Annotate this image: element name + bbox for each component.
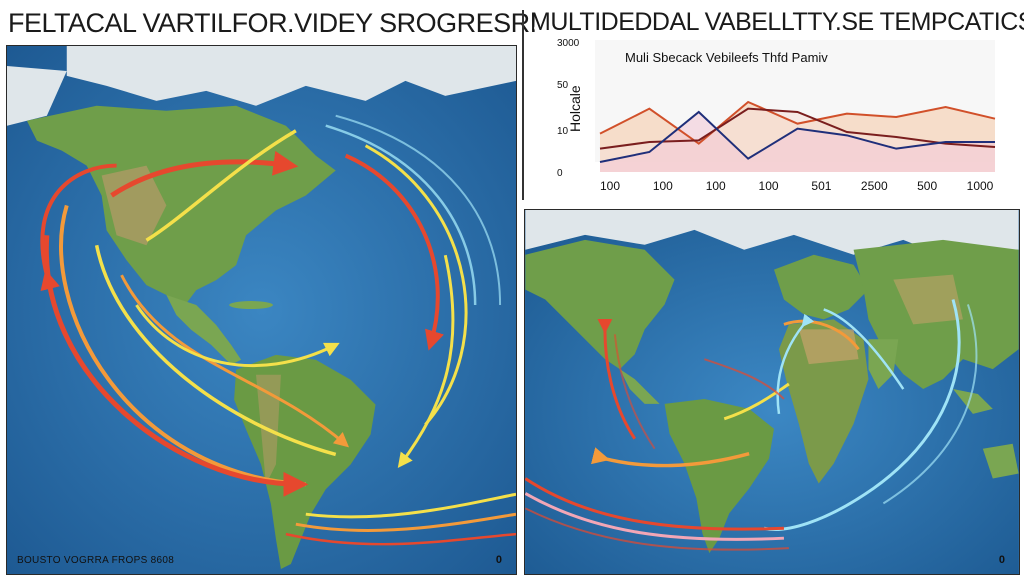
right-south-america xyxy=(664,398,774,554)
central-america-land xyxy=(166,295,242,365)
right-central-america xyxy=(619,369,660,404)
x-tick-label: 100 xyxy=(759,179,779,193)
left-map-canvas xyxy=(7,46,516,574)
arrow-yellow-atlantic xyxy=(364,144,468,426)
right-map-badge: 0 xyxy=(998,554,1005,566)
r-arrow-cyan-pacific xyxy=(763,299,961,531)
r-arrow-red-americas xyxy=(597,318,636,440)
series-area-2 xyxy=(600,112,995,172)
sahara-relief xyxy=(798,329,859,365)
y-tick-label: 50 xyxy=(557,80,569,91)
arrow-yellow-inner xyxy=(94,244,337,457)
arrow-orange-inner xyxy=(120,274,350,448)
x-tick-label: 501 xyxy=(811,179,831,193)
y-tick-label: 10 xyxy=(557,126,569,137)
right-se-asia xyxy=(953,389,993,414)
caribbean-islands xyxy=(229,301,273,310)
x-tick-label: 100 xyxy=(600,179,620,193)
line-chart: Muli Sbecack Vebileefs Thfd Pamiv Holcal… xyxy=(525,32,1020,200)
r-arrow-cyan-pacific-2 xyxy=(882,304,978,505)
right-map-panel: 0 xyxy=(524,209,1020,575)
arrow-red-south-atlantic xyxy=(285,532,516,546)
arctic-ice xyxy=(66,46,516,106)
r-arrow-cyan-atlantic xyxy=(776,313,815,415)
r-arrow-red-southern-2 xyxy=(525,507,789,551)
right-europe xyxy=(773,254,869,320)
arrow-yellow-atlantic-south xyxy=(397,254,455,468)
r-arrow-orange-africa xyxy=(783,319,860,351)
rockies-relief xyxy=(101,165,167,246)
series-line-0 xyxy=(599,100,996,145)
left-map-footer: BOUSTO VOGRRA FROPS 8608 xyxy=(17,555,175,566)
right-north-america xyxy=(525,239,675,370)
chart-canvas: Muli Sbecack Vebileefs Thfd Pamiv Holcal… xyxy=(557,38,996,193)
left-map-badge: 0 xyxy=(495,554,502,566)
right-africa xyxy=(778,319,869,484)
r-arrow-orange-sa xyxy=(590,447,750,468)
arrow-cyan-atlantic xyxy=(325,124,477,306)
r-arrow-pink-southern xyxy=(525,492,785,541)
arrow-orange-south-atlantic xyxy=(295,512,516,532)
x-tick-label: 100 xyxy=(706,179,726,193)
left-map-panel: BOUSTO VOGRRA FROPS 8608 0 xyxy=(6,45,517,575)
x-tick-label: 1000 xyxy=(967,179,994,193)
left-panel-title: FELTACAL VARTILFOR.VIDEY SROGRESR! xyxy=(8,8,537,38)
x-tick-label: 500 xyxy=(917,179,937,193)
arrow-red-atlantic xyxy=(344,153,444,351)
series-line-2 xyxy=(599,110,995,163)
x-tick-label: 2500 xyxy=(861,179,888,193)
series-line-1 xyxy=(599,107,996,150)
r-arrow-yellow-brazil xyxy=(723,382,790,421)
y-tick-label: 0 xyxy=(557,168,563,179)
chart-title: Muli Sbecack Vebileefs Thfd Pamiv xyxy=(625,50,828,65)
chart-ylabel: Holcale xyxy=(567,85,583,132)
right-australia xyxy=(982,443,1019,479)
arrow-red-north xyxy=(110,150,299,198)
arrow-yellow-north xyxy=(145,129,297,242)
y-tick-label: 3000 xyxy=(557,38,580,49)
r-arrow-red-southern xyxy=(525,477,784,531)
arrow-red-west xyxy=(40,163,117,292)
x-tick-label: 100 xyxy=(653,179,673,193)
arrow-yellow-south-atlantic xyxy=(305,492,516,519)
r-arrow-cyan-indian xyxy=(823,308,905,390)
arrow-cyan-atlantic-outer xyxy=(335,114,502,306)
asia-relief xyxy=(893,274,963,325)
right-panel-title: MULTIDEDDAL VABELLTTY.SE TEMPCATICS xyxy=(530,8,1024,36)
right-arctic-ice xyxy=(525,210,1019,260)
arrow-orange-pacific xyxy=(59,204,306,487)
alaska-ice xyxy=(7,65,67,126)
arrow-yellow-caribbean xyxy=(135,304,340,368)
r-arrow-red-atlantic xyxy=(704,358,785,400)
panel-divider xyxy=(522,10,524,200)
right-map-canvas xyxy=(525,210,1019,574)
r-arrow-red-americas-2 xyxy=(613,334,656,450)
